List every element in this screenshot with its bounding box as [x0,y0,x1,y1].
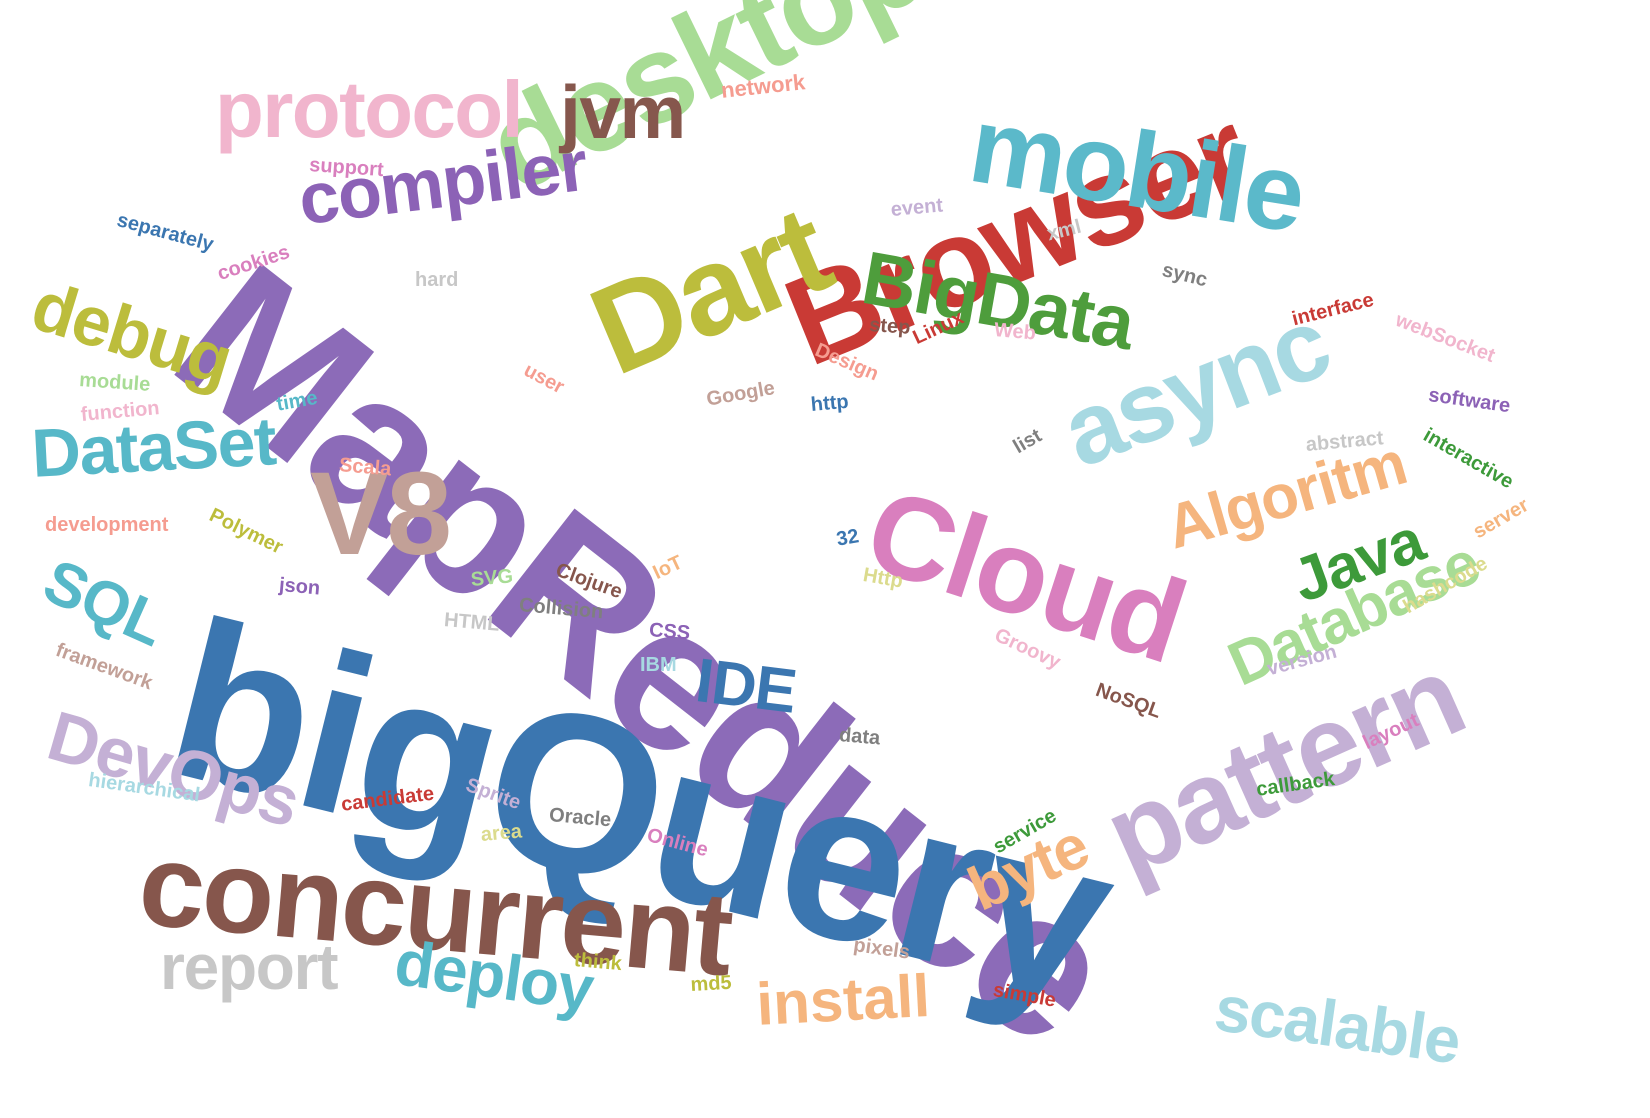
word-software: software [1427,384,1512,418]
word-report: report [160,931,339,1003]
word-html: HTML [443,609,501,636]
word-list: list [1009,424,1046,459]
word-network: network [719,69,807,103]
word-svg: SVG [469,565,514,591]
word-dart: Dart [572,179,848,402]
word-data: data [838,724,882,750]
word-v8: V8 [310,448,452,580]
word-server: server [1469,494,1533,544]
word-event: event [889,194,944,221]
word-interactive: interactive [1419,424,1518,494]
word-install: install [754,961,932,1038]
word-support: support [308,154,385,182]
word-polymer: Polymer [205,504,287,559]
word-think: think [573,949,623,976]
word-protocol: protocol [215,65,524,154]
word-area: area [479,820,523,846]
word-jvm: jvm [560,70,686,154]
word-google: Google [704,377,777,411]
word-hard: hard [415,269,459,291]
word-oracle: Oracle [548,804,613,832]
word-sql: SQL [33,546,175,660]
word-md5: md5 [689,971,733,996]
word-web: Web [993,319,1037,345]
word-scalable: scalable [1210,971,1465,1078]
word-ide: IDE [692,646,800,727]
word-sync: sync [1159,259,1210,292]
word-ibm: IBM [640,654,677,676]
word-step: step [868,314,912,339]
word-module: module [78,369,152,396]
word-scala: Scala [338,454,393,481]
word-separately: separately [114,209,216,256]
word-user: user [520,359,568,399]
word-css: CSS [648,619,692,645]
word-32: 32 [834,525,861,551]
word-development: development [45,514,169,536]
word-http: http [809,390,850,416]
word-json: json [278,574,322,600]
word-websocket: webSocket [1392,309,1498,368]
